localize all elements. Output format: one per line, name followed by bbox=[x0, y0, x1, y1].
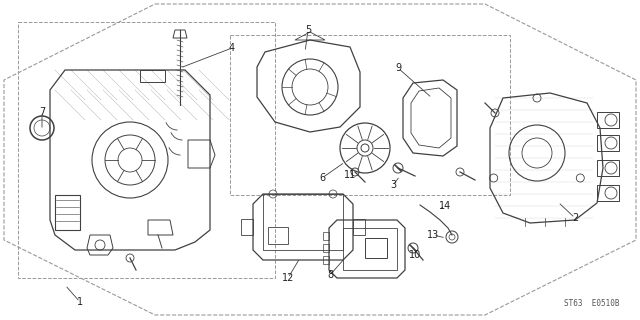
Text: 1: 1 bbox=[77, 297, 83, 307]
Text: 7: 7 bbox=[39, 107, 45, 117]
Text: 5: 5 bbox=[305, 25, 311, 35]
Text: 2: 2 bbox=[572, 213, 578, 223]
Text: 12: 12 bbox=[282, 273, 294, 283]
Text: ST63  E0510B: ST63 E0510B bbox=[564, 299, 620, 308]
Text: 14: 14 bbox=[439, 201, 451, 211]
Text: 10: 10 bbox=[409, 250, 421, 260]
Text: 6: 6 bbox=[319, 173, 325, 183]
Text: 11: 11 bbox=[344, 170, 356, 180]
Text: 3: 3 bbox=[390, 180, 396, 190]
Text: 13: 13 bbox=[427, 230, 439, 240]
Text: 8: 8 bbox=[327, 270, 333, 280]
Text: 4: 4 bbox=[229, 43, 235, 53]
Text: 9: 9 bbox=[395, 63, 401, 73]
